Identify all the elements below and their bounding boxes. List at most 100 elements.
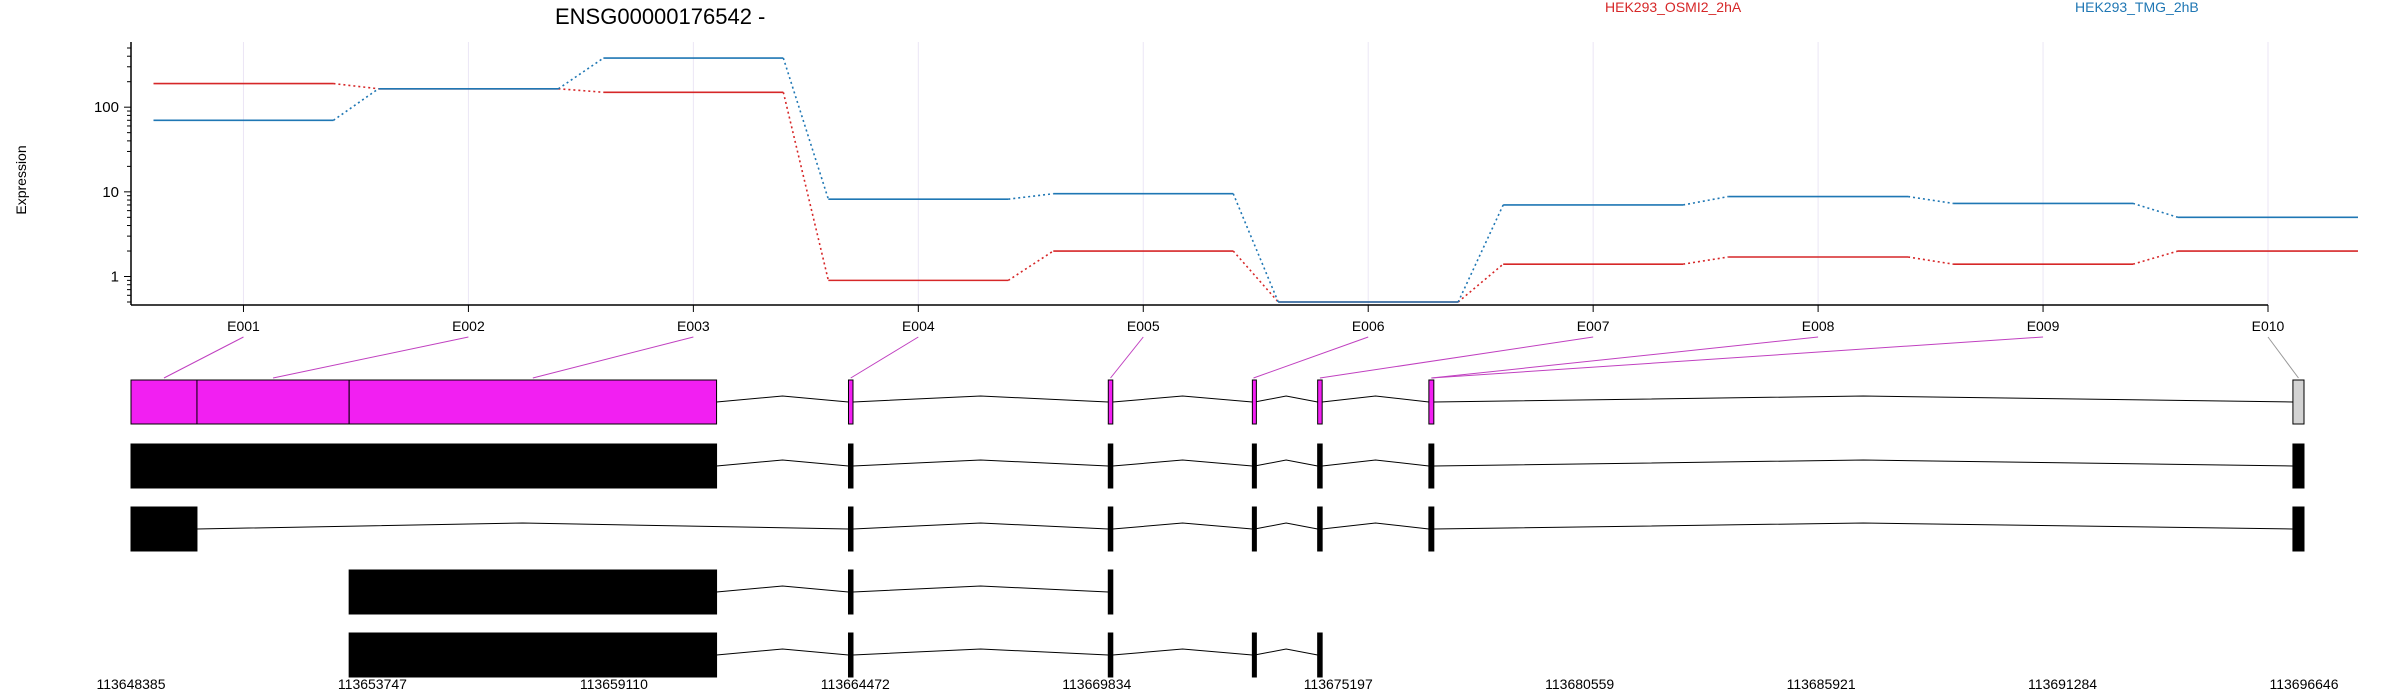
- intron-line: [716, 648, 849, 656]
- series-connector: [782, 92, 830, 281]
- y-axis-label: Expression: [13, 145, 29, 214]
- exon-block: [1107, 379, 1114, 425]
- x-tick-label: E007: [1577, 318, 1610, 334]
- transcript-exon: [1107, 632, 1114, 678]
- genomic-tick-label: 113680559: [1545, 676, 1614, 692]
- series-connector: [557, 57, 604, 90]
- intron-line: [1322, 395, 1429, 403]
- series-HEK293_TMG_2hB: [153, 57, 2358, 303]
- exon-connector: [532, 336, 694, 379]
- exon-block: [1428, 379, 1435, 425]
- series-connector: [1007, 250, 1054, 282]
- intron-line: [852, 585, 1109, 593]
- series-HEK293_OSMI2_2hA: [153, 82, 2358, 303]
- transcript-exon: [847, 632, 854, 678]
- intron-line: [1433, 522, 2293, 530]
- chart-title: ENSG00000176542 -: [555, 4, 765, 29]
- intron-line: [1433, 395, 2293, 403]
- legend-tmg: HEK293_TMG_2hB: [2075, 0, 2199, 15]
- exon-connector: [2267, 336, 2299, 379]
- transcript-exon: [348, 632, 718, 678]
- series-connector: [333, 82, 379, 90]
- exon-block: [2292, 379, 2305, 425]
- legend-osmi2: HEK293_OSMI2_2hA: [1605, 0, 1742, 15]
- series-connector: [1907, 195, 1954, 205]
- series-connector: [1907, 256, 1954, 265]
- intron-line: [716, 585, 849, 593]
- intron-line: [1112, 459, 1253, 467]
- intron-line: [852, 522, 1109, 530]
- genomic-tick-label: 113685921: [1787, 676, 1856, 692]
- exon-block: [196, 379, 350, 425]
- genomic-tick-label: 113664472: [821, 676, 890, 692]
- exon-connector: [1431, 336, 1819, 379]
- transcript-exon: [2292, 443, 2305, 489]
- genomic-tick-label: 113691284: [2028, 676, 2097, 692]
- transcript-exon: [1317, 443, 1323, 489]
- intron-line: [1322, 459, 1429, 467]
- series-connector: [332, 88, 379, 121]
- transcript-exon: [1251, 632, 1257, 678]
- exon-connector: [850, 336, 919, 379]
- transcript-exon: [847, 569, 854, 615]
- series-connector: [558, 87, 604, 94]
- exon-connector: [1110, 336, 1144, 379]
- intron-line: [716, 395, 849, 403]
- intron-line: [1254, 648, 1318, 656]
- series-connector: [1232, 250, 1279, 303]
- intron-line: [196, 522, 849, 530]
- transcript-exon: [1317, 506, 1323, 552]
- transcript-exon: [1317, 632, 1323, 678]
- transcript-exon: [1107, 569, 1114, 615]
- series-connector: [1232, 193, 1279, 303]
- y-tick-label: 10: [102, 184, 119, 201]
- transcript-exon: [1251, 443, 1257, 489]
- series-connector: [782, 57, 830, 200]
- exon-block: [348, 379, 718, 425]
- x-tick-label: E008: [1802, 318, 1835, 334]
- intron-line: [1112, 522, 1253, 530]
- exon-block: [130, 379, 198, 425]
- transcript-exon: [130, 506, 198, 552]
- transcript-exon: [2292, 506, 2305, 552]
- series-connector: [1682, 195, 1729, 206]
- x-tick-label: E006: [1352, 318, 1385, 334]
- intron-line: [1322, 522, 1429, 530]
- genomic-tick-label: 113653747: [338, 676, 407, 692]
- gene-model: 113648385 113653747 113659110 113664472 1136…: [96, 336, 2339, 692]
- intron-line: [1254, 459, 1318, 467]
- series-connector: [2132, 202, 2179, 219]
- exon-connector: [163, 336, 244, 379]
- exon-connector: [1319, 336, 1594, 379]
- expression-plot: 1 10 100 E001 E002 E003 E004 E005 E006 E007 E008 E0…: [94, 42, 2358, 334]
- x-tick-label: E003: [677, 318, 710, 334]
- series-connector: [2132, 250, 2179, 265]
- y-tick-label: 100: [94, 99, 119, 116]
- intron-line: [1254, 522, 1318, 530]
- series-connector: [1457, 204, 1504, 303]
- exon-connector: [1253, 336, 1369, 379]
- transcript-exon: [130, 443, 718, 489]
- x-tick-label: E001: [227, 318, 260, 334]
- genomic-tick-label: 113659110: [580, 676, 648, 692]
- exon-block: [1317, 379, 1323, 425]
- exon-block: [1251, 379, 1257, 425]
- genomic-tick-label: 113696646: [2269, 676, 2338, 692]
- series-connector: [1457, 263, 1504, 303]
- exon-connector: [272, 336, 469, 379]
- transcript-exon: [1428, 443, 1435, 489]
- transcript-exon: [348, 569, 718, 615]
- y-tick-label: 1: [111, 269, 119, 286]
- x-tick-label: E004: [902, 318, 935, 334]
- intron-line: [1112, 648, 1253, 656]
- exon-connector: [1431, 336, 2044, 379]
- transcript-exon: [847, 443, 854, 489]
- intron-line: [1433, 459, 2293, 467]
- transcript-exon: [1428, 506, 1435, 552]
- x-tick-label: E010: [2252, 318, 2285, 334]
- series-connector: [1683, 256, 1729, 265]
- intron-line: [716, 459, 849, 467]
- intron-line: [852, 648, 1109, 656]
- transcript-exon: [1107, 443, 1114, 489]
